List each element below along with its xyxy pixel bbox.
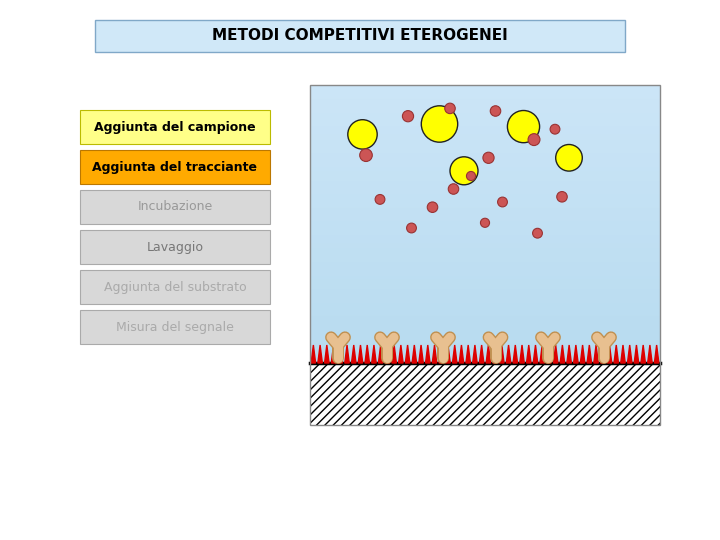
Polygon shape — [311, 345, 315, 363]
Circle shape — [449, 184, 459, 194]
Polygon shape — [480, 345, 484, 363]
Polygon shape — [493, 345, 498, 363]
Circle shape — [498, 197, 508, 207]
Polygon shape — [654, 345, 659, 363]
Text: Aggiunta del substrato: Aggiunta del substrato — [104, 280, 246, 294]
Polygon shape — [534, 345, 538, 363]
Polygon shape — [506, 345, 510, 363]
Polygon shape — [472, 345, 477, 363]
Polygon shape — [412, 345, 417, 363]
Polygon shape — [594, 345, 598, 363]
Circle shape — [483, 152, 494, 164]
Bar — [310, 85, 660, 425]
Circle shape — [557, 192, 567, 202]
Polygon shape — [546, 345, 552, 363]
Polygon shape — [325, 345, 329, 363]
Polygon shape — [574, 345, 578, 363]
Circle shape — [480, 218, 490, 227]
Polygon shape — [567, 345, 572, 363]
Polygon shape — [459, 345, 464, 363]
Text: Aggiunta del tracciante: Aggiunta del tracciante — [92, 160, 258, 173]
Polygon shape — [359, 345, 363, 363]
Text: Lavaggio: Lavaggio — [146, 240, 204, 253]
Bar — [80, 310, 270, 344]
Polygon shape — [351, 345, 356, 363]
Polygon shape — [648, 345, 652, 363]
Polygon shape — [641, 345, 645, 363]
Circle shape — [402, 111, 413, 122]
Text: Incubazione: Incubazione — [138, 200, 212, 213]
Polygon shape — [466, 345, 470, 363]
Bar — [310, 363, 660, 425]
Circle shape — [508, 111, 539, 143]
Polygon shape — [399, 345, 403, 363]
Polygon shape — [446, 345, 450, 363]
Polygon shape — [331, 345, 336, 363]
Circle shape — [550, 124, 560, 134]
Polygon shape — [621, 345, 625, 363]
Circle shape — [375, 194, 385, 204]
Polygon shape — [385, 345, 390, 363]
Circle shape — [556, 145, 582, 171]
Polygon shape — [634, 345, 639, 363]
Polygon shape — [426, 345, 430, 363]
Text: Misura del segnale: Misura del segnale — [116, 321, 234, 334]
Bar — [95, 20, 625, 52]
Polygon shape — [405, 345, 410, 363]
Text: METODI COMPETITIVI ETEROGENEI: METODI COMPETITIVI ETEROGENEI — [212, 29, 508, 44]
Circle shape — [490, 106, 500, 116]
Polygon shape — [419, 345, 423, 363]
Polygon shape — [560, 345, 564, 363]
Bar — [80, 230, 270, 264]
Polygon shape — [372, 345, 376, 363]
Circle shape — [445, 103, 455, 113]
Polygon shape — [614, 345, 618, 363]
Polygon shape — [486, 345, 490, 363]
Polygon shape — [520, 345, 524, 363]
Polygon shape — [513, 345, 518, 363]
Polygon shape — [379, 345, 383, 363]
Polygon shape — [580, 345, 585, 363]
Polygon shape — [627, 345, 632, 363]
Bar — [80, 190, 270, 224]
Polygon shape — [338, 345, 343, 363]
Polygon shape — [540, 345, 544, 363]
Polygon shape — [432, 345, 437, 363]
Circle shape — [427, 202, 438, 212]
Circle shape — [348, 120, 377, 149]
Polygon shape — [392, 345, 397, 363]
Circle shape — [407, 223, 416, 233]
Text: Aggiunta del campione: Aggiunta del campione — [94, 120, 256, 133]
Circle shape — [467, 172, 475, 180]
Polygon shape — [318, 345, 323, 363]
Polygon shape — [452, 345, 457, 363]
Bar — [80, 110, 270, 144]
Polygon shape — [587, 345, 592, 363]
Polygon shape — [554, 345, 558, 363]
Polygon shape — [607, 345, 612, 363]
Polygon shape — [600, 345, 605, 363]
Polygon shape — [345, 345, 349, 363]
Circle shape — [360, 149, 372, 161]
Polygon shape — [526, 345, 531, 363]
Circle shape — [421, 106, 458, 142]
Circle shape — [528, 134, 540, 146]
Polygon shape — [439, 345, 444, 363]
Bar — [80, 270, 270, 304]
Polygon shape — [365, 345, 369, 363]
Bar — [310, 363, 660, 425]
Circle shape — [450, 157, 478, 185]
Polygon shape — [500, 345, 504, 363]
Circle shape — [533, 228, 542, 238]
Bar — [80, 150, 270, 184]
